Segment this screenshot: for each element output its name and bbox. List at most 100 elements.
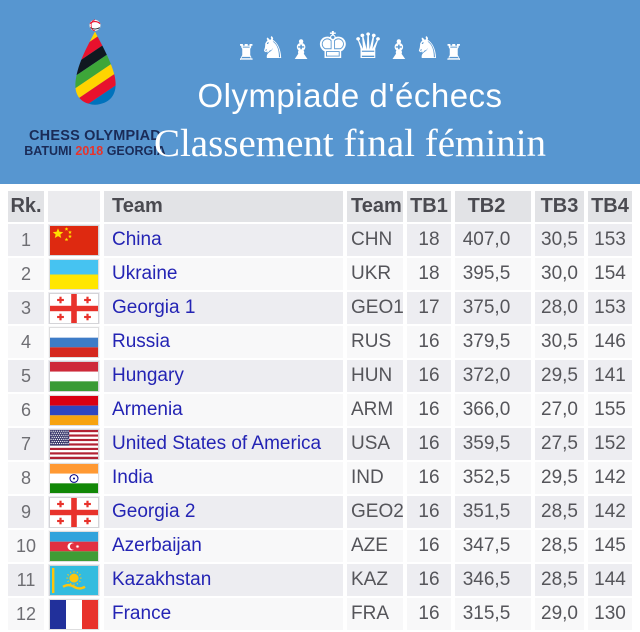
tb3-cell: 27,5 <box>533 427 588 462</box>
team-link[interactable]: Armenia <box>112 399 183 420</box>
flag-cell <box>46 427 104 462</box>
tb4-cell: 152 <box>586 427 632 462</box>
rank-cell: 2 <box>8 257 48 292</box>
team-cell: Azerbaijan <box>102 529 347 564</box>
tb3-cell: 29,5 <box>533 461 588 496</box>
tb1-cell: 17 <box>405 291 455 326</box>
team-cell: Armenia <box>102 393 347 428</box>
table-row: 8 India IND 16 352,5 29,5 142 <box>8 461 632 496</box>
tb2-cell: 372,0 <box>453 359 535 394</box>
team-code-cell: CHN <box>345 223 407 258</box>
tb4-cell: 144 <box>586 563 632 598</box>
team-cell: Ukraine <box>102 257 347 292</box>
logo-title: CHESS OLYMPIAD <box>29 128 161 144</box>
flag-cell <box>46 325 104 360</box>
rank-cell: 3 <box>8 291 48 326</box>
table-row: 10 Azerbaijan AZE 16 347,5 28,5 145 <box>8 529 632 564</box>
tb2-cell: 395,5 <box>453 257 535 292</box>
team-code-cell: GEO2 <box>345 495 407 530</box>
tb2-cell: 366,0 <box>453 393 535 428</box>
tb2-cell: 379,5 <box>453 325 535 360</box>
tb3-cell: 30,5 <box>533 325 588 360</box>
table-row: 5 Hungary HUN 16 372,0 29,5 141 <box>8 359 632 394</box>
armenia-flag-icon <box>50 395 98 425</box>
tb4-cell: 142 <box>586 461 632 496</box>
team-link[interactable]: Russia <box>112 331 171 352</box>
tb2-cell: 315,5 <box>453 597 535 632</box>
header-tb3: TB3 <box>533 191 588 224</box>
tb1-cell: 16 <box>405 393 455 428</box>
team-link[interactable]: Georgia 2 <box>112 501 196 522</box>
rank-cell: 1 <box>8 223 48 258</box>
tb3-cell: 28,0 <box>533 291 588 326</box>
team-link[interactable]: Hungary <box>112 365 184 386</box>
team-cell: United States of America <box>102 427 347 462</box>
russia-flag-icon <box>50 327 98 357</box>
table-row: 6 Armenia ARM 16 366,0 27,0 155 <box>8 393 632 428</box>
tb1-cell: 16 <box>405 427 455 462</box>
team-cell: Hungary <box>102 359 347 394</box>
tb1-cell: 16 <box>405 325 455 360</box>
tb2-cell: 359,5 <box>453 427 535 462</box>
bishop-icon: ♝ <box>386 35 411 65</box>
tb1-cell: 18 <box>405 223 455 258</box>
tb2-cell: 347,5 <box>453 529 535 564</box>
chess-pieces-row: ♜ ♞ ♝ ♚ ♛ ♝ ♞ ♜ <box>60 24 640 64</box>
azerbaijan-flag-icon <box>50 531 98 561</box>
team-link[interactable]: France <box>112 603 172 624</box>
ukraine-flag-icon <box>50 259 98 289</box>
header-team-name: Team <box>102 191 347 224</box>
team-code-cell: RUS <box>345 325 407 360</box>
rank-cell: 10 <box>8 529 48 564</box>
team-link[interactable]: Ukraine <box>112 263 178 284</box>
table-row: 4 Russia RUS 16 379,5 30,5 146 <box>8 325 632 360</box>
tb1-cell: 16 <box>405 597 455 632</box>
team-code-cell: ARM <box>345 393 407 428</box>
team-link[interactable]: China <box>112 229 162 250</box>
tb4-cell: 153 <box>586 291 632 326</box>
team-cell: Russia <box>102 325 347 360</box>
georgia-flag-icon <box>50 497 98 527</box>
tb2-cell: 375,0 <box>453 291 535 326</box>
tb1-cell: 16 <box>405 529 455 564</box>
header-tb4: TB4 <box>586 191 632 224</box>
team-code-cell: AZE <box>345 529 407 564</box>
tb3-cell: 27,0 <box>533 393 588 428</box>
tb3-cell: 30,5 <box>533 223 588 258</box>
team-link[interactable]: India <box>112 467 154 488</box>
team-link[interactable]: United States of America <box>112 433 322 454</box>
bishop-icon: ♝ <box>289 35 314 65</box>
team-link[interactable]: Georgia 1 <box>112 297 196 318</box>
georgia-flag-icon <box>50 293 98 323</box>
flag-cell <box>46 495 104 530</box>
china-flag-icon <box>50 225 98 255</box>
banner-title: Olympiade d'échecs <box>197 77 503 114</box>
table-row: 1 China CHN 18 407,0 30,5 153 <box>8 223 632 258</box>
king-icon: ♚ <box>316 25 350 66</box>
chess-olympiad-logo: CHESS OLYMPIAD BATUMI 2018 GEORGIA <box>14 10 176 159</box>
team-link[interactable]: Kazakhstan <box>112 569 212 590</box>
table-row: 7 United States of America USA 16 359,5 … <box>8 427 632 462</box>
hungary-flag-icon <box>50 361 98 391</box>
kazakhstan-flag-icon <box>50 565 98 595</box>
france-flag-icon <box>50 599 98 629</box>
flag-cell <box>46 257 104 292</box>
tb2-cell: 407,0 <box>453 223 535 258</box>
team-link[interactable]: Azerbaijan <box>112 535 202 556</box>
rank-cell: 11 <box>8 563 48 598</box>
rank-cell: 9 <box>8 495 48 530</box>
banner: CHESS OLYMPIAD BATUMI 2018 GEORGIA ♜ ♞ ♝ ♚ ♛… <box>0 0 640 184</box>
team-cell: Kazakhstan <box>102 563 347 598</box>
table-row: 2 Ukraine UKR 18 395,5 30,0 154 <box>8 257 632 292</box>
team-cell: Georgia 1 <box>102 291 347 326</box>
team-code-cell: IND <box>345 461 407 496</box>
rank-cell: 5 <box>8 359 48 394</box>
india-flag-icon <box>50 463 98 493</box>
olympiad-queen-graphic <box>75 19 116 105</box>
tb2-cell: 351,5 <box>453 495 535 530</box>
logo-year: 2018 <box>75 143 104 158</box>
team-code-cell: UKR <box>345 257 407 292</box>
banner-subtitle: Classement final féminin <box>153 122 547 165</box>
rank-cell: 12 <box>8 597 48 632</box>
